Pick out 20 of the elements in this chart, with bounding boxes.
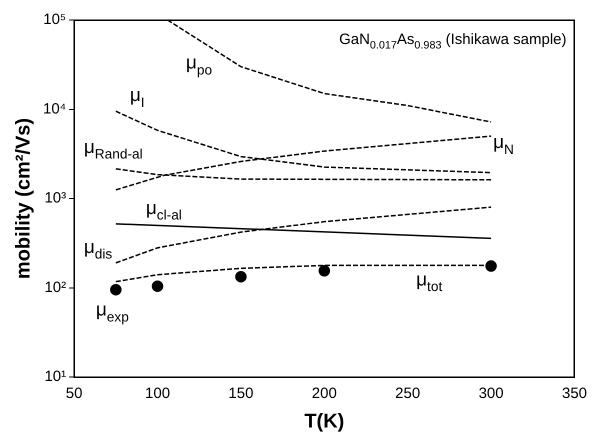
x-tick-label: 200: [312, 385, 337, 402]
y-tick-label: 10³: [44, 190, 66, 207]
x-tick-label: 150: [228, 385, 254, 402]
point: [152, 280, 164, 292]
point: [235, 270, 247, 282]
x-tick-label: 350: [562, 385, 587, 402]
x-tick-label: 50: [66, 385, 82, 402]
y-tick-label: 10¹: [44, 368, 66, 386]
y-tick-label: 10⁴: [42, 100, 66, 118]
y-tick-label: 10²: [44, 278, 66, 296]
line-series: [115, 206, 492, 264]
x-tick-label: 250: [395, 385, 420, 402]
point: [110, 284, 122, 296]
x-tick-label: 300: [478, 385, 504, 402]
x-tick-label: 100: [145, 385, 170, 402]
y-tick-label: 10⁵: [43, 11, 66, 28]
x-axis-title: T(K): [304, 410, 344, 433]
y-axis-title: mobility (cm²/Vs): [12, 118, 35, 280]
point: [318, 265, 330, 277]
point: [485, 260, 497, 272]
